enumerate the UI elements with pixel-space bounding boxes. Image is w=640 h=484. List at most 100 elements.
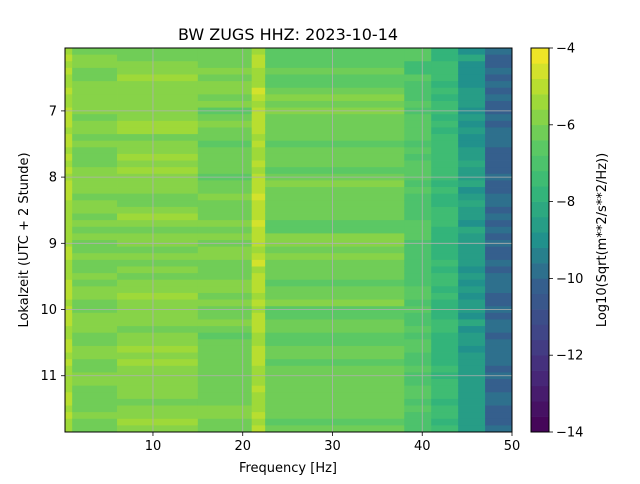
heatmap-cell [458,140,486,148]
heatmap-cell [117,160,199,168]
heatmap-cell [65,392,73,400]
heatmap-cell [485,319,512,327]
heatmap-cell [65,246,73,254]
heatmap-cell [458,187,486,195]
heatmap-cell [117,100,199,108]
heatmap-cell [458,385,486,393]
heatmap-cell [485,405,512,413]
heatmap-cell [117,266,199,274]
heatmap-cell [404,233,432,241]
heatmap-cell [197,100,253,108]
heatmap-cell [72,48,118,56]
heatmap-cell [251,167,266,175]
heatmap-cell [117,180,199,188]
heatmap-cell [458,100,486,108]
heatmap-cell [251,319,266,327]
heatmap-cell [265,398,405,406]
heatmap-cell [265,193,405,201]
heatmap-cell [485,253,512,261]
heatmap-cell [485,392,512,400]
heatmap-cell [265,418,405,426]
heatmap-cell [72,286,118,294]
heatmap-cell [197,279,253,287]
heatmap-cell [72,312,118,320]
heatmap-cell [65,67,73,75]
heatmap-cell [117,206,199,214]
heatmap-cell [117,405,199,413]
heatmap-cell [117,392,199,400]
heatmap-cell [117,345,199,353]
heatmap-cell [65,273,73,281]
heatmap-cell [117,259,199,267]
heatmap-cell [117,140,199,148]
heatmap-cell [65,81,73,89]
heatmap-cell [197,213,253,221]
heatmap-cell [404,206,432,214]
heatmap-cell [65,147,73,155]
heatmap-cell [404,226,432,234]
heatmap-cell [197,345,253,353]
heatmap-cell [72,213,118,221]
heatmap-cell [431,127,459,135]
heatmap-cell [251,100,266,108]
heatmap-cell [197,220,253,228]
heatmap-cell [117,94,199,102]
heatmap-cell [458,286,486,294]
heatmap-cell [117,339,199,347]
heatmap-cell [117,425,199,432]
heatmap-cell [265,425,405,432]
heatmap-cell [404,200,432,208]
heatmap-cell [431,54,459,62]
heatmap-cell [197,286,253,294]
heatmap-cell [72,292,118,300]
heatmap-cell [65,167,73,175]
heatmap-cell [251,299,266,307]
heatmap-cell [265,48,405,56]
heatmap-cell [72,220,118,228]
heatmap-cell [265,160,405,168]
heatmap-cell [458,153,486,161]
heatmap-cell [404,147,432,155]
heatmap-cell [458,379,486,387]
heatmap-cell [72,200,118,208]
heatmap-cell [251,392,266,400]
heatmap-cell [197,226,253,234]
heatmap-cell [197,312,253,320]
x-tick-label: 50 [504,439,521,454]
heatmap-cell [265,81,405,89]
heatmap-cell [485,193,512,201]
heatmap-cell [72,54,118,62]
heatmap-cell [458,120,486,128]
heatmap-cell [65,385,73,393]
heatmap-cell [65,345,73,353]
heatmap-cell [485,359,512,367]
heatmap-cell [65,213,73,221]
heatmap-cell [197,359,253,367]
heatmap-cell [485,385,512,393]
heatmap-cell [485,140,512,148]
heatmap-cell [72,319,118,327]
heatmap-cell [404,292,432,300]
heatmap-cell [72,418,118,426]
heatmap-cell [404,365,432,373]
colorbar-segment [531,309,549,325]
heatmap-cell [404,425,432,432]
heatmap-cell [431,352,459,360]
heatmap-cell [251,312,266,320]
heatmap-cell [431,326,459,334]
heatmap-cell [265,134,405,142]
heatmap-cell [251,120,266,128]
heatmap-cell [251,385,266,393]
heatmap-cell [65,253,73,261]
heatmap-cell [251,114,266,122]
heatmap-cell [65,94,73,102]
heatmap-cell [65,365,73,373]
chart-title: BW ZUGS HHZ: 2023-10-14 [178,25,398,44]
colorbar-segment [531,339,549,356]
heatmap-cell [431,153,459,161]
heatmap-cell [251,61,266,69]
heatmap-cell [265,345,405,353]
heatmap-cell [251,226,266,234]
colorbar-ticks: −4 −6 −8 −10 −12 −14 [549,42,583,441]
heatmap-cell [72,134,118,142]
